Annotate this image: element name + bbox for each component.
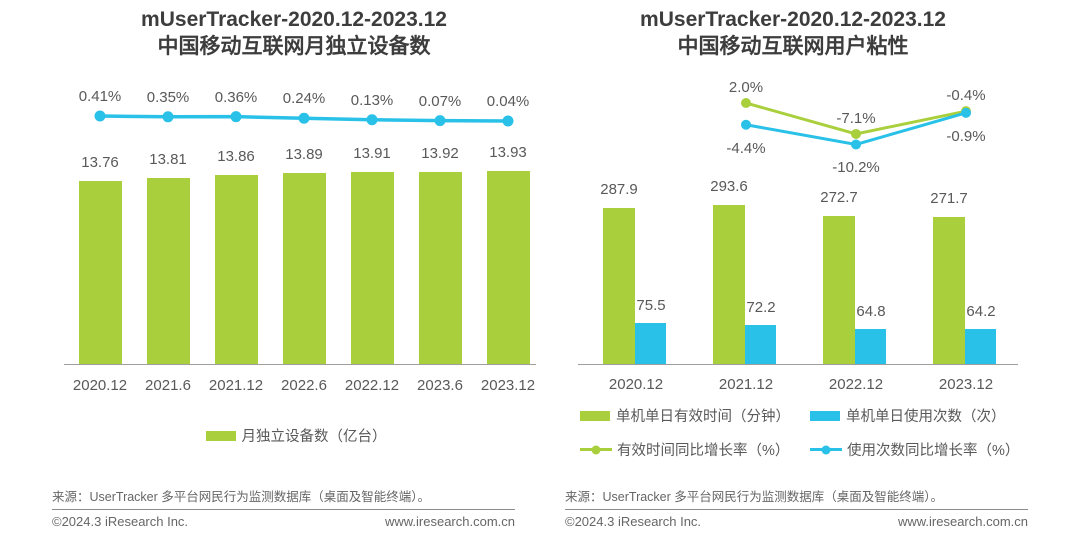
count-growth-label: -4.4% xyxy=(726,139,766,157)
bar-value-label: 13.81 xyxy=(149,151,187,169)
left-copyright: ©2024.3 iResearch Inc. xyxy=(52,514,189,529)
count-bar xyxy=(745,324,776,364)
left-footer: ©2024.3 iResearch Inc. www.iresearch.com… xyxy=(52,514,515,529)
blue-bar-swatch xyxy=(810,410,840,421)
device-count-bar xyxy=(78,181,122,364)
count-growth-label: -10.2% xyxy=(832,159,880,177)
x-tick-label: 2021.12 xyxy=(718,376,774,393)
left-source-note: 来源：UserTracker 多平台网民行为监测数据库（桌面及智能终端）。 xyxy=(52,490,431,504)
legend-dot xyxy=(591,445,601,454)
right-title-line2: 中国移动互联网用户粘性 xyxy=(677,35,909,58)
count-bar xyxy=(855,328,886,364)
right-footer: ©2024.3 iResearch Inc. www.iresearch.com… xyxy=(565,514,1028,529)
device-count-bar xyxy=(214,175,258,364)
device-count-bar xyxy=(418,171,462,364)
count-bar xyxy=(635,323,666,364)
time-bar xyxy=(933,216,965,364)
right-legend: 单机单日有效时间（分钟） 单机单日使用次数（次） 有效时间同比增长率（%） 使用次数同… xyxy=(540,406,1080,459)
count-value-label: 72.2 xyxy=(746,298,776,316)
count-value-label: 75.5 xyxy=(636,297,666,314)
line-value-label: 0.04% xyxy=(486,92,530,110)
bar-value-label: 13.93 xyxy=(489,144,527,161)
legend-item: 月独立设备数（亿台） xyxy=(205,426,387,445)
line-value-label: 0.36% xyxy=(214,88,258,106)
right-chart-title: mUserTracker-2020.12-2023.12 中国移动互联网用户粘性 xyxy=(523,6,1063,60)
green-line-swatch xyxy=(580,445,612,454)
legend-label: 使用次数同比增长率（%） xyxy=(847,443,1020,459)
legend-item: 有效时间同比增长率（%） xyxy=(580,440,810,459)
bar-value-label: 13.86 xyxy=(217,148,255,166)
legend-item: 使用次数同比增长率（%） xyxy=(810,440,1040,459)
time-growth-label: 2.0% xyxy=(728,79,764,96)
legend-label: 月独立设备数（亿台） xyxy=(241,429,387,445)
x-tick-label: 2023.12 xyxy=(480,377,536,394)
line-value-label: 0.07% xyxy=(418,92,462,110)
legend-label: 有效时间同比增长率（%） xyxy=(617,443,790,459)
bar-value-label: 13.91 xyxy=(353,145,391,163)
time-value-label: 293.6 xyxy=(710,177,748,195)
time-bar xyxy=(713,204,745,364)
left-panel: mUserTracker-2020.12-2023.12 中国移动互联网月独立设… xyxy=(0,8,540,529)
time-growth-label: -0.4% xyxy=(946,87,986,105)
green-bar-swatch xyxy=(580,410,610,421)
left-x-axis xyxy=(64,364,536,365)
device-count-bar xyxy=(146,178,190,364)
left-chart-area: 13.76 2020.12 13.81 2021.6 13.86 2021.12 13.89… xyxy=(0,60,540,395)
time-bar xyxy=(603,207,635,364)
right-title-line1: mUserTracker-2020.12-2023.12 xyxy=(640,8,946,31)
right-source-note: 来源：UserTracker 多平台网民行为监测数据库（桌面及智能终端）。 xyxy=(565,490,944,504)
bar-value-label: 13.89 xyxy=(285,146,323,164)
bar-value-label: 13.76 xyxy=(81,154,119,171)
count-bar xyxy=(965,329,996,364)
legend-item: 单机单日使用次数（次） xyxy=(810,406,1040,425)
time-value-label: 272.7 xyxy=(820,189,858,207)
legend-label: 单机单日使用次数（次） xyxy=(846,409,1006,425)
device-count-bar xyxy=(282,173,326,364)
green-bar-swatch xyxy=(205,430,236,441)
blue-line-swatch xyxy=(810,445,842,454)
time-value-label: 271.7 xyxy=(930,189,968,207)
x-tick-label: 2020.12 xyxy=(608,376,664,393)
right-copyright: ©2024.3 iResearch Inc. xyxy=(565,514,702,529)
time-growth-label: -7.1% xyxy=(836,109,876,127)
right-website: www.iresearch.com.cn xyxy=(897,514,1028,529)
legend-item: 单机单日有效时间（分钟） xyxy=(580,406,810,425)
time-value-label: 287.9 xyxy=(600,180,638,198)
count-value-label: 64.2 xyxy=(966,303,996,321)
left-title-line2: 中国移动互联网月独立设备数 xyxy=(157,35,431,58)
x-tick-label: 2021.6 xyxy=(145,377,191,394)
left-divider xyxy=(52,509,515,510)
x-tick-label: 2023.6 xyxy=(417,377,463,394)
x-tick-label: 2022.6 xyxy=(281,377,327,394)
count-growth-label: -0.9% xyxy=(946,127,986,145)
legend-dot xyxy=(821,445,831,454)
line-value-label: 0.41% xyxy=(78,88,122,105)
right-x-axis xyxy=(578,364,1018,365)
right-chart-area: 287.9 75.5 2020.12 293.6 72.2 2021.12 272.7 64.… xyxy=(540,60,1080,395)
time-bar xyxy=(823,216,855,364)
x-tick-label: 2022.12 xyxy=(344,377,400,394)
device-count-bar xyxy=(350,172,394,364)
line-value-label: 0.24% xyxy=(282,90,326,108)
line-value-label: 0.35% xyxy=(146,88,190,106)
left-website: www.iresearch.com.cn xyxy=(384,514,515,529)
left-chart-title: mUserTracker-2020.12-2023.12 中国移动互联网月独立设… xyxy=(24,6,564,60)
count-value-label: 64.8 xyxy=(856,302,886,320)
x-tick-label: 2020.12 xyxy=(72,377,128,394)
legend-label: 单机单日有效时间（分钟） xyxy=(616,409,790,425)
bar-value-label: 13.92 xyxy=(421,144,459,162)
left-legend: 月独立设备数（亿台） xyxy=(26,426,566,445)
x-tick-label: 2021.12 xyxy=(208,377,264,394)
x-tick-label: 2023.12 xyxy=(938,376,994,393)
right-divider xyxy=(565,509,1028,510)
device-count-bar xyxy=(486,171,530,364)
left-title-line1: mUserTracker-2020.12-2023.12 xyxy=(141,8,447,31)
line-value-label: 0.13% xyxy=(350,91,394,109)
right-panel: mUserTracker-2020.12-2023.12 中国移动互联网用户粘性… xyxy=(540,0,1080,535)
x-tick-label: 2022.12 xyxy=(828,376,884,393)
